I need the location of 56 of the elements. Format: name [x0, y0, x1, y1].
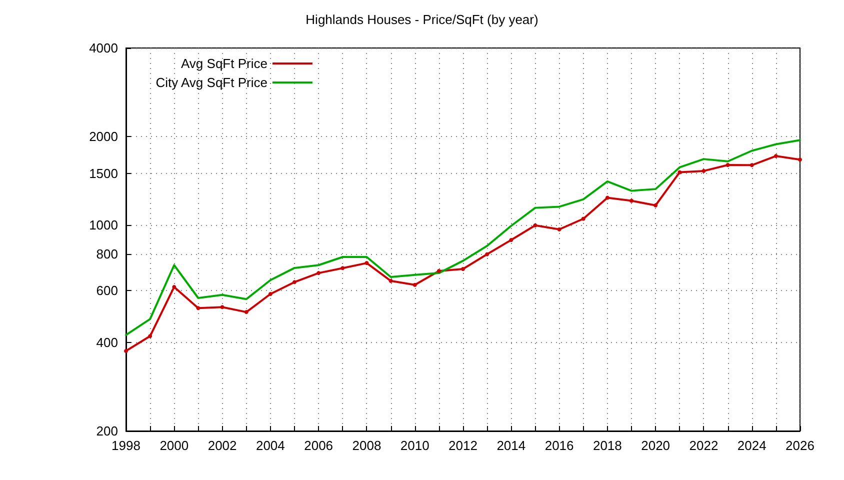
point — [557, 227, 562, 232]
point — [654, 203, 658, 208]
y-tick-label: 2000 — [89, 129, 118, 144]
point — [220, 305, 224, 310]
point — [388, 278, 393, 283]
x-tick-label: 2016 — [544, 438, 574, 453]
x-tick-label: 2010 — [400, 438, 430, 453]
y-tick-label: 600 — [96, 283, 118, 298]
point — [412, 282, 417, 287]
x-tick-label: 2022 — [689, 438, 718, 453]
point — [268, 292, 272, 296]
point — [148, 334, 152, 338]
point — [461, 267, 465, 272]
x-tick-label: 2002 — [208, 438, 237, 453]
point — [244, 310, 248, 314]
point — [124, 348, 128, 353]
point — [533, 223, 538, 228]
point — [774, 154, 778, 158]
point — [172, 284, 176, 289]
x-tick-label: 2026 — [786, 438, 814, 453]
point — [605, 196, 610, 200]
x-tick-label: 2004 — [256, 438, 285, 453]
point — [750, 163, 754, 168]
x-tick-label: 2018 — [592, 438, 622, 453]
legend-label: Avg SqFt Price — [180, 56, 268, 71]
point — [316, 271, 321, 276]
point — [292, 280, 296, 284]
y-tick-label: 200 — [96, 424, 118, 438]
y-tick-label: 800 — [96, 246, 118, 262]
point — [581, 216, 586, 221]
x-tick-label: 2014 — [496, 438, 526, 453]
x-tick-label: 1998 — [112, 438, 140, 453]
x-tick-label: 2020 — [641, 438, 670, 453]
point — [726, 162, 730, 167]
point — [630, 198, 634, 203]
legend-label: City Avg SqFt Price — [156, 75, 268, 90]
x-tick-label: 2006 — [304, 438, 334, 453]
chart-title: Highlands Houses - Price/SqFt (by year) — [306, 12, 538, 27]
line-series — [125, 139, 801, 336]
point — [798, 158, 802, 162]
point — [678, 170, 682, 174]
x-tick-label: 2008 — [352, 438, 382, 453]
y-tick-label: 400 — [96, 334, 118, 350]
y-tick-label: 4000 — [89, 40, 118, 56]
point — [702, 168, 706, 173]
y-tick-label: 1000 — [89, 218, 118, 233]
point — [340, 266, 345, 270]
point — [364, 261, 369, 266]
y-tick-label: 1500 — [89, 166, 118, 181]
point — [436, 269, 441, 274]
x-tick-label: 2012 — [448, 438, 478, 453]
x-tick-label: 2024 — [737, 438, 766, 453]
point — [509, 238, 514, 242]
x-tick-label: 2000 — [160, 438, 189, 453]
point — [196, 306, 200, 310]
point — [485, 252, 490, 256]
